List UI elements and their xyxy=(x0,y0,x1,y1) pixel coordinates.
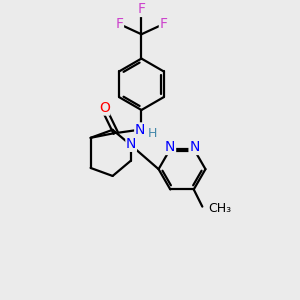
Text: CH₃: CH₃ xyxy=(208,202,232,215)
Text: F: F xyxy=(116,17,123,31)
Text: N: N xyxy=(165,140,175,154)
Text: N: N xyxy=(135,123,145,137)
Text: H: H xyxy=(148,127,157,140)
Text: O: O xyxy=(99,101,110,115)
Text: N: N xyxy=(126,137,136,151)
Text: F: F xyxy=(137,2,146,16)
Text: F: F xyxy=(159,17,167,31)
Text: N: N xyxy=(189,140,200,154)
